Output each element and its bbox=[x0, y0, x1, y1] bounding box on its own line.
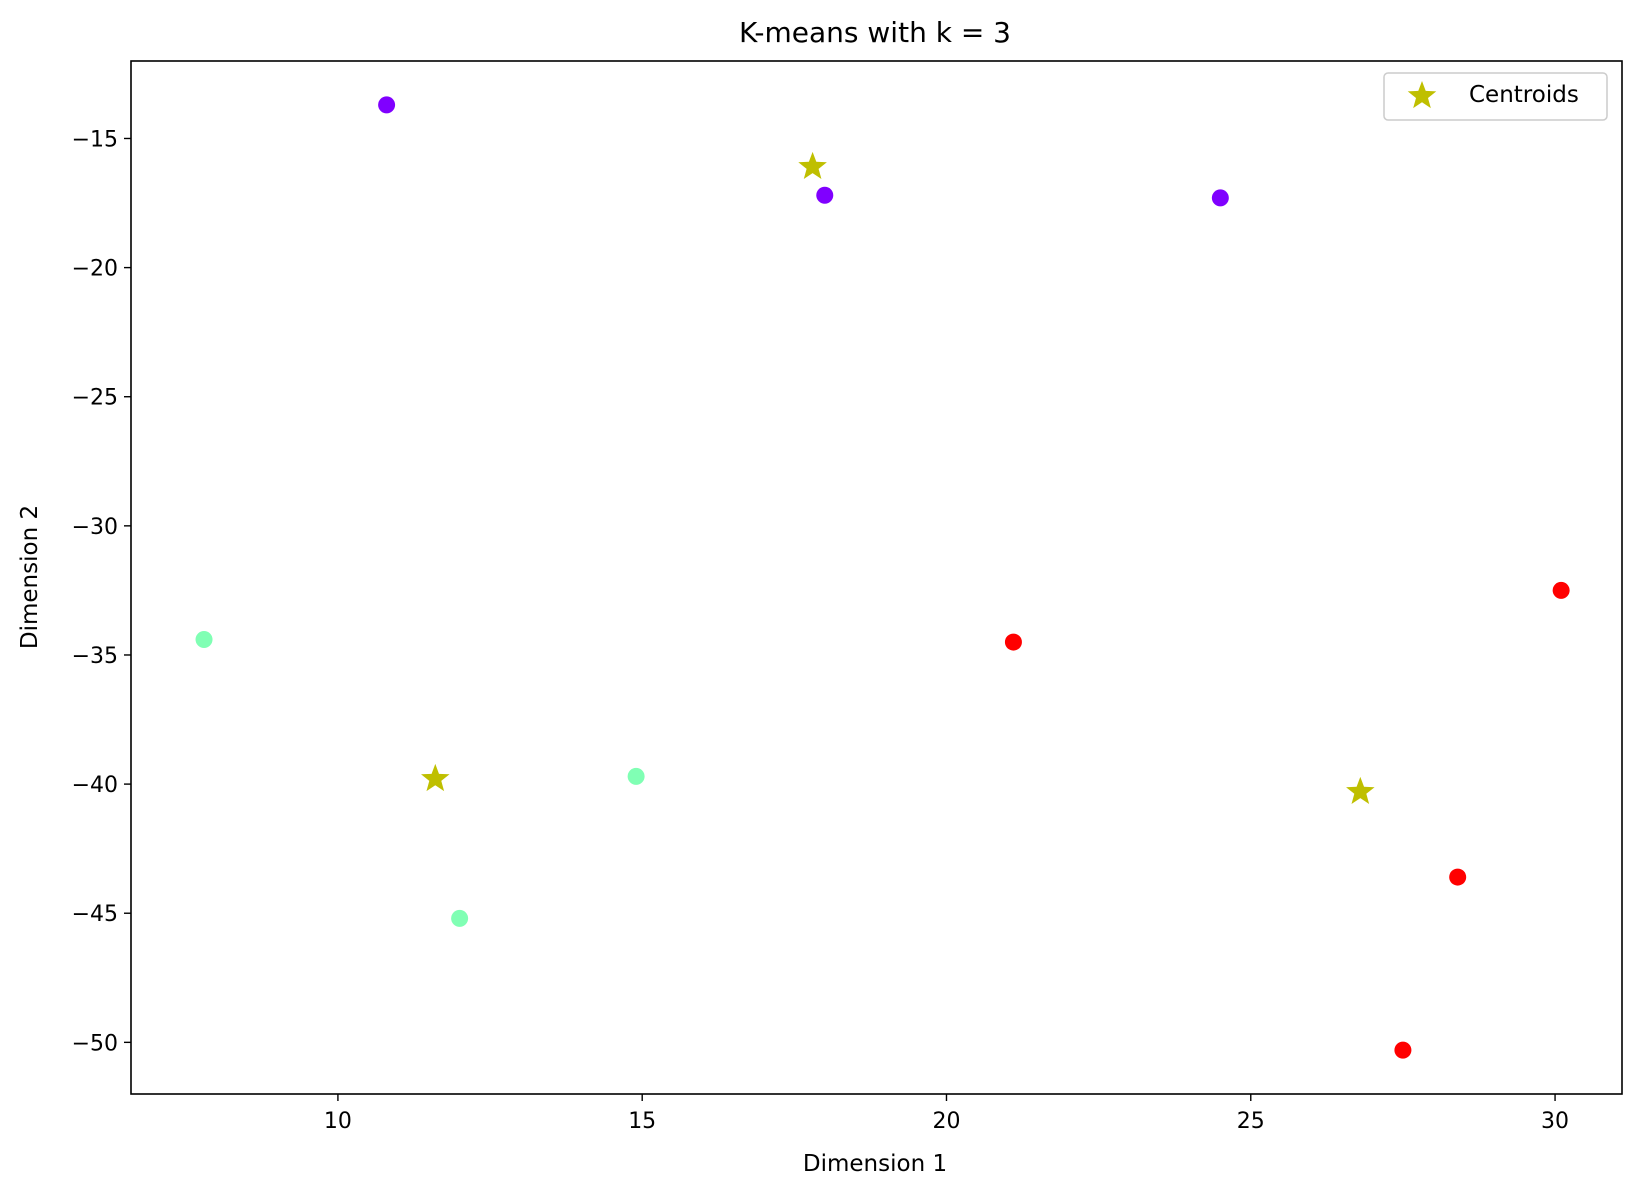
y-tick-label: −20 bbox=[72, 257, 118, 282]
data-point bbox=[627, 767, 645, 785]
x-tick-label: 10 bbox=[324, 1109, 352, 1134]
data-point bbox=[195, 630, 213, 648]
y-tick-label: −40 bbox=[72, 773, 118, 798]
data-point bbox=[1552, 581, 1570, 599]
data-point bbox=[1449, 868, 1467, 886]
x-tick-label: 20 bbox=[932, 1109, 960, 1134]
x-axis-label: Dimension 1 bbox=[803, 1151, 947, 1177]
centroid-star bbox=[1346, 776, 1375, 804]
y-axis-label: Dimension 2 bbox=[17, 505, 43, 649]
x-tick-label: 25 bbox=[1237, 1109, 1265, 1134]
y-tick-label: −30 bbox=[72, 515, 118, 540]
data-point bbox=[1004, 633, 1022, 651]
y-tick-label: −50 bbox=[72, 1031, 118, 1056]
legend-box bbox=[1383, 72, 1608, 121]
y-tick-label: −25 bbox=[72, 386, 118, 411]
data-point bbox=[1394, 1041, 1412, 1059]
y-tick-label: −45 bbox=[72, 902, 118, 927]
data-points bbox=[195, 96, 1570, 1059]
data-point bbox=[1211, 189, 1229, 207]
data-point bbox=[451, 909, 469, 927]
y-tick-label: −15 bbox=[72, 127, 118, 152]
data-point bbox=[816, 186, 834, 204]
x-tick-label: 30 bbox=[1541, 1109, 1569, 1134]
centroid-points bbox=[421, 151, 1375, 804]
plot-area bbox=[130, 60, 1623, 1095]
centroid-star bbox=[421, 763, 450, 792]
x-axis: 10 15 20 25 30 bbox=[324, 1094, 1569, 1134]
chart-title: K-means with k = 3 bbox=[739, 16, 1011, 49]
legend-star-icon bbox=[1407, 81, 1437, 109]
x-tick-label: 15 bbox=[628, 1109, 656, 1134]
legend-label: Centroids bbox=[1469, 82, 1579, 108]
data-point bbox=[378, 96, 396, 114]
y-tick-label: −35 bbox=[72, 644, 118, 669]
y-axis: −15 −20 −25 −30 −35 −40 −45 −50 bbox=[72, 127, 131, 1056]
legend: Centroids bbox=[1383, 72, 1608, 121]
centroid-star bbox=[798, 151, 827, 180]
